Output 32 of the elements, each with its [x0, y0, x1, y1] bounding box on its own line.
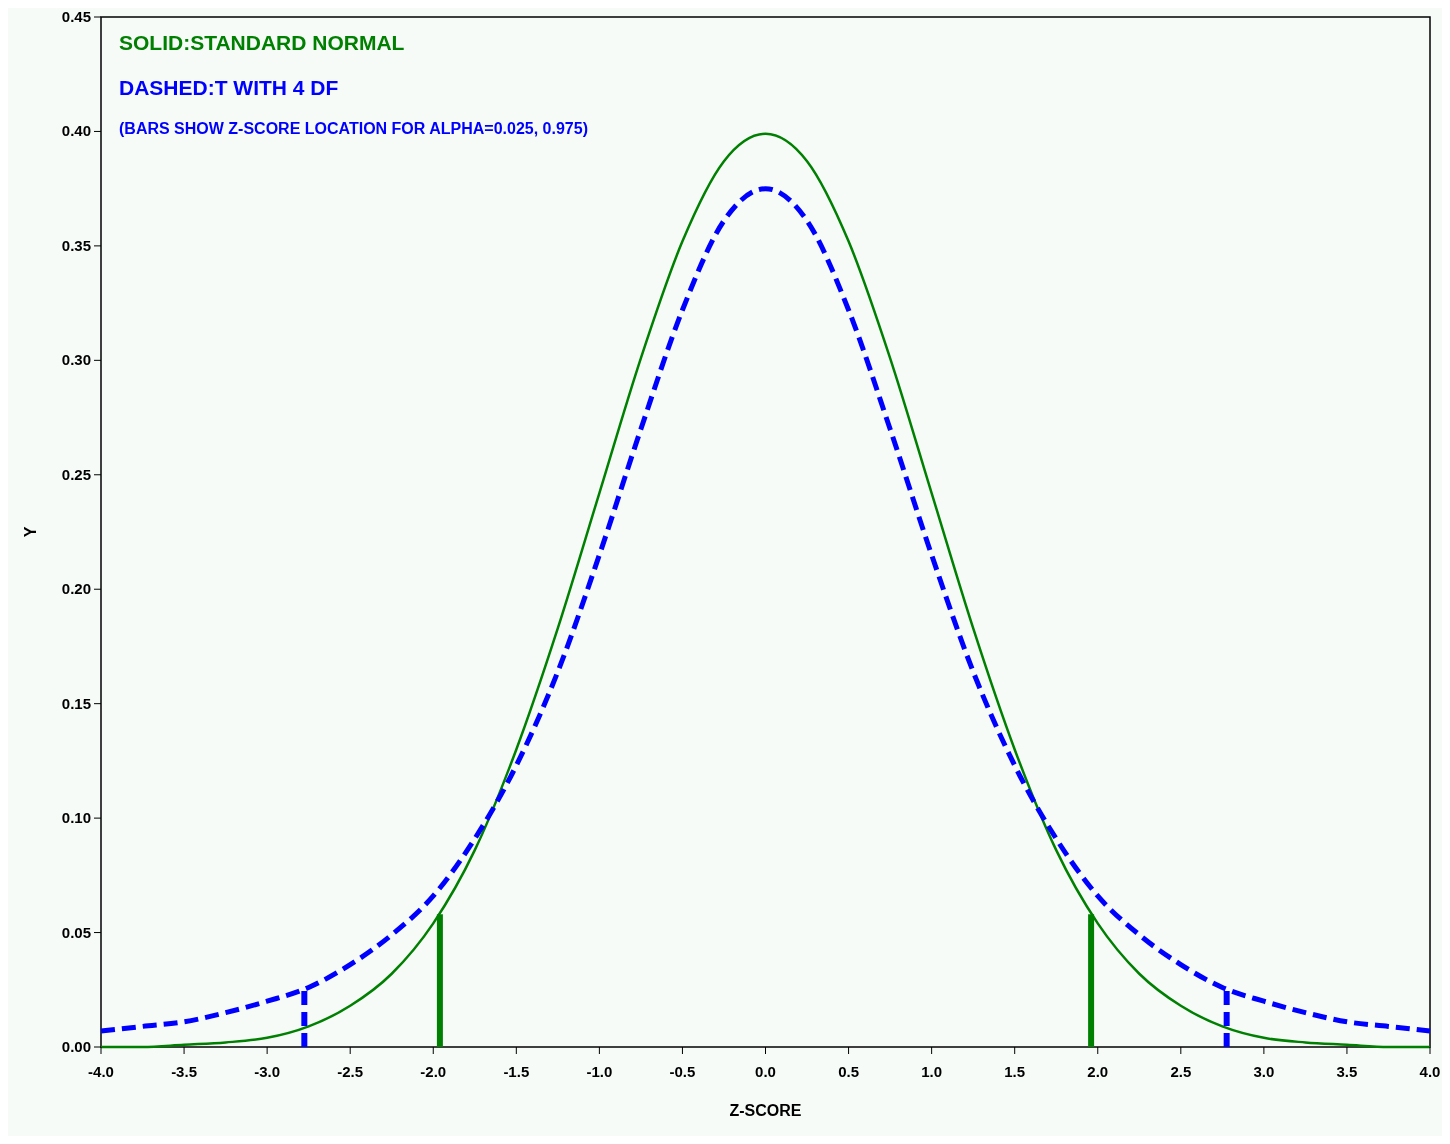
annotation: SOLID:STANDARD NORMAL: [119, 31, 405, 54]
x-tick-label: 3.5: [1336, 1063, 1358, 1080]
x-tick-label: 0.5: [838, 1063, 859, 1080]
y-tick-label: 0.20: [61, 580, 91, 598]
y-tick-label: 0.15: [61, 694, 91, 712]
x-tick-label: -2.5: [337, 1063, 364, 1080]
y-tick-label: 0.35: [61, 236, 91, 254]
y-tick-label: 0.30: [61, 351, 91, 369]
y-tick-label: 0.40: [61, 122, 91, 140]
x-tick-label: -1.0: [586, 1063, 613, 1080]
y-tick-label: 0.25: [61, 465, 91, 483]
annotation: (BARS SHOW Z-SCORE LOCATION FOR ALPHA=0.025, 0.975): [119, 120, 588, 137]
y-axis-title: Y: [22, 526, 39, 538]
x-tick-label: -3.5: [171, 1063, 197, 1080]
y-tick-label: 0.05: [61, 923, 91, 941]
x-tick-label: -1.5: [503, 1063, 530, 1080]
x-tick-label: -4.0: [88, 1063, 114, 1080]
y-tick-label: 0.00: [61, 1038, 91, 1055]
y-tick-label: 0.45: [61, 8, 91, 25]
x-tick-label: 2.5: [1170, 1063, 1192, 1080]
x-tick-label: 4.0: [1419, 1063, 1441, 1080]
x-tick-label: -3.0: [254, 1063, 281, 1080]
x-tick-label: 2.0: [1087, 1063, 1109, 1080]
x-tick-label: -2.0: [420, 1063, 447, 1080]
x-tick-label: 1.0: [921, 1063, 943, 1080]
x-axis-title: Z-SCORE: [729, 1102, 802, 1119]
x-tick-label: 3.0: [1253, 1063, 1275, 1080]
x-tick-label: -0.5: [669, 1063, 696, 1080]
x-tick-label: 0.0: [755, 1063, 776, 1080]
annotation: DASHED:T WITH 4 DF: [119, 76, 339, 99]
x-tick-label: 1.5: [1004, 1063, 1026, 1080]
y-tick-label: 0.10: [61, 809, 91, 827]
